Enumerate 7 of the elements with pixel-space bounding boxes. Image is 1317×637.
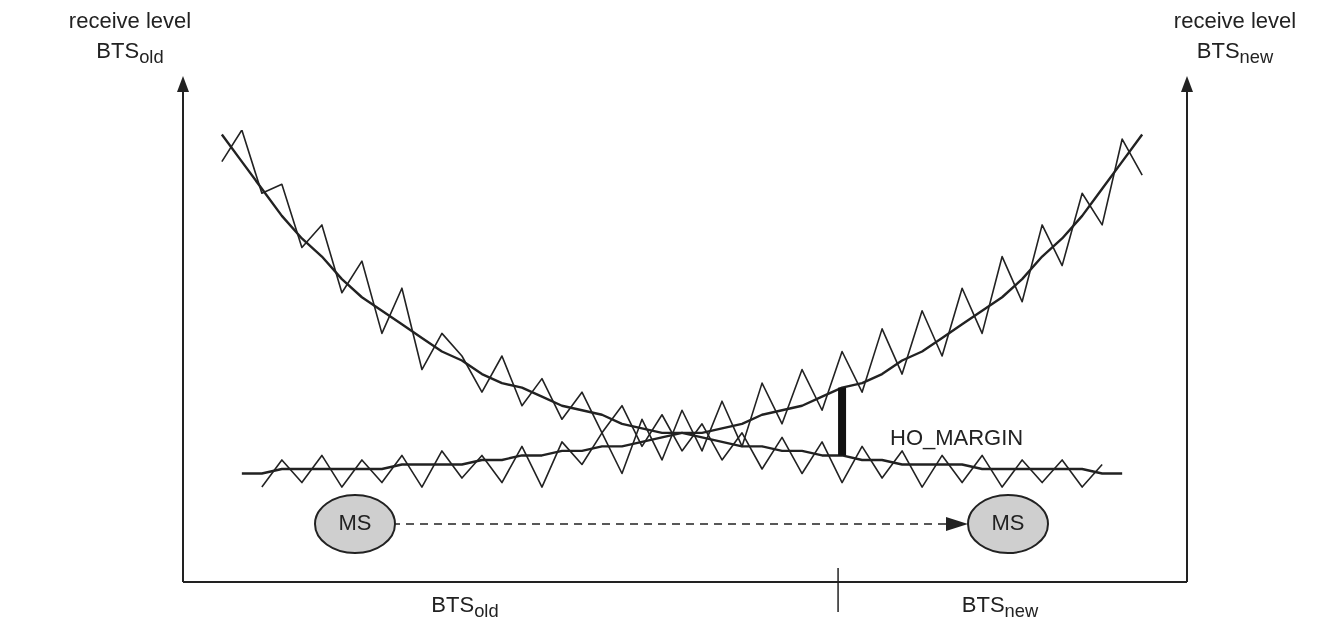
text: BTS$_{new}$ xyxy=(960,592,1040,623)
annotation: HO_MARGIN xyxy=(890,425,1024,451)
text: BTS$_{old}$ xyxy=(430,592,500,623)
y-axis-title: receive level BTS$_{old}$ xyxy=(67,7,193,70)
annotation: MS xyxy=(337,510,373,536)
y2-axis-title: receive level BTS$_{new}$ xyxy=(1172,7,1298,70)
annotation: MS xyxy=(990,510,1026,536)
